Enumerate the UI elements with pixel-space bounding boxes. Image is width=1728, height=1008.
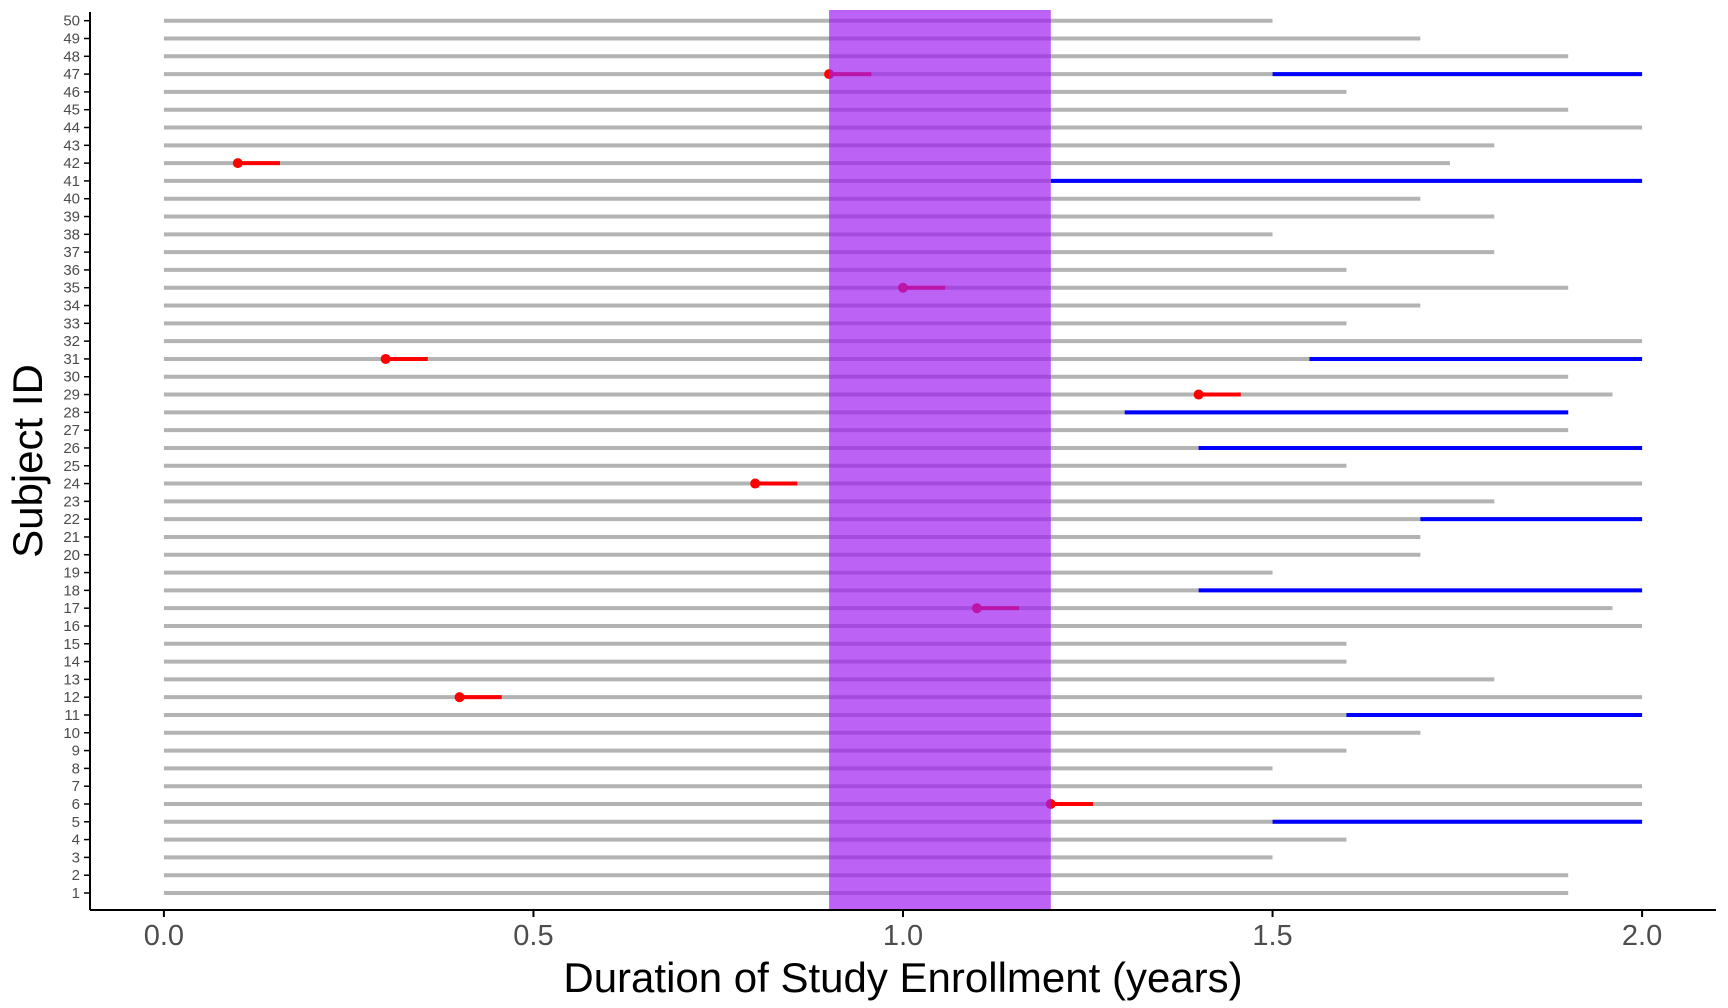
y-tick-label: 26 [63,440,80,457]
y-tick-label: 30 [63,369,80,386]
event-point [380,353,391,364]
y-tick-label: 37 [63,244,80,261]
y-tick-label: 40 [63,191,80,208]
y-tick-label: 4 [72,832,80,849]
x-tick-label: 0.5 [513,920,553,952]
y-tick-label: 28 [63,404,80,421]
y-tick-label: 39 [63,209,80,226]
axes: 0.0 0.5 1.0 1.5 2.0 123456789101112131415161… [63,12,1716,952]
y-tick-label: 22 [63,511,80,528]
y-tick-label: 38 [63,226,80,243]
y-tick-label: 41 [63,173,80,190]
y-tick-label: 46 [63,84,80,101]
y-tick-label: 21 [63,529,80,546]
x-tick-label: 0.0 [144,920,184,952]
y-tick-label: 17 [63,600,80,617]
event-point [750,478,761,489]
y-tick-label: 18 [63,582,80,599]
y-tick-label: 1 [72,885,80,902]
y-tick-label: 33 [63,315,80,332]
y-tick-label: 47 [63,66,80,83]
y-tick-label: 10 [63,725,80,742]
y-tick-label: 2 [72,867,80,884]
y-tick-label: 9 [72,743,80,760]
y-tick-label: 13 [63,671,80,688]
y-tick-label: 23 [63,493,80,510]
y-tick-label: 3 [72,849,80,866]
x-axis-title: Duration of Study Enrollment (years) [563,954,1242,1001]
y-tick-label: 19 [63,565,80,582]
y-tick-label: 29 [63,387,80,404]
y-tick-label: 12 [63,689,80,706]
y-tick-label: 5 [72,814,80,831]
y-tick-label: 50 [63,13,80,30]
y-tick-label: 36 [63,262,80,279]
y-tick-label: 16 [63,618,80,635]
y-axis-title: Subject ID [4,364,51,558]
x-tick-label: 2.0 [1622,920,1662,952]
y-tick-label: 42 [63,155,80,172]
y-tick-label: 31 [63,351,80,368]
y-tick-label: 6 [72,796,80,813]
y-tick-label: 11 [64,707,80,724]
y-tick-label: 27 [63,422,80,439]
highlight-band [829,10,1051,910]
y-tick-label: 48 [63,48,80,65]
y-tick-label: 8 [72,760,80,777]
x-tick-label: 1.0 [883,920,923,952]
y-tick-label: 35 [63,280,80,297]
y-tick-label: 25 [63,458,80,475]
y-tick-label: 20 [63,547,80,564]
y-tick-label: 34 [63,298,80,315]
blue-segments [1050,72,1643,824]
event-point [232,158,243,169]
y-ticks: 1234567891011121314151617181920212223242… [63,13,90,902]
y-tick-label: 49 [63,31,80,48]
y-tick-label: 15 [63,636,80,653]
x-ticks: 0.0 0.5 1.0 1.5 2.0 [144,910,1662,952]
y-tick-label: 14 [63,654,80,671]
event-point [454,692,465,703]
y-tick-label: 24 [63,476,80,493]
y-tick-label: 44 [63,120,80,137]
y-tick-label: 32 [63,333,80,350]
y-tick-label: 7 [72,778,80,795]
x-tick-label: 1.5 [1252,920,1292,952]
event-point [1193,389,1204,400]
y-tick-label: 45 [63,102,80,119]
y-tick-label: 43 [63,137,80,154]
